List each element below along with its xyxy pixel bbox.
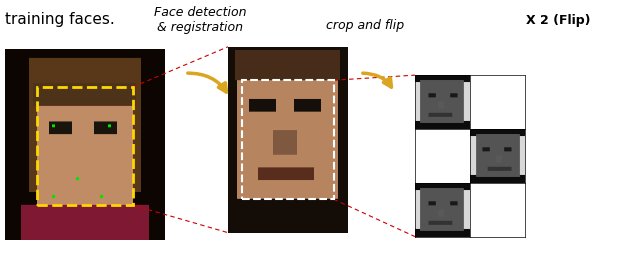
Bar bbox=[415, 129, 470, 183]
Text: X 2 (Flip): X 2 (Flip) bbox=[525, 14, 590, 27]
Bar bbox=[243, 80, 333, 199]
Bar bbox=[470, 75, 525, 129]
Text: Face detection
& registration: Face detection & registration bbox=[154, 6, 246, 34]
Bar bbox=[37, 87, 133, 205]
Bar bbox=[5, 49, 165, 239]
Bar bbox=[470, 183, 525, 237]
Text: crop and flip: crop and flip bbox=[326, 19, 404, 32]
Text: training faces.: training faces. bbox=[5, 12, 115, 27]
